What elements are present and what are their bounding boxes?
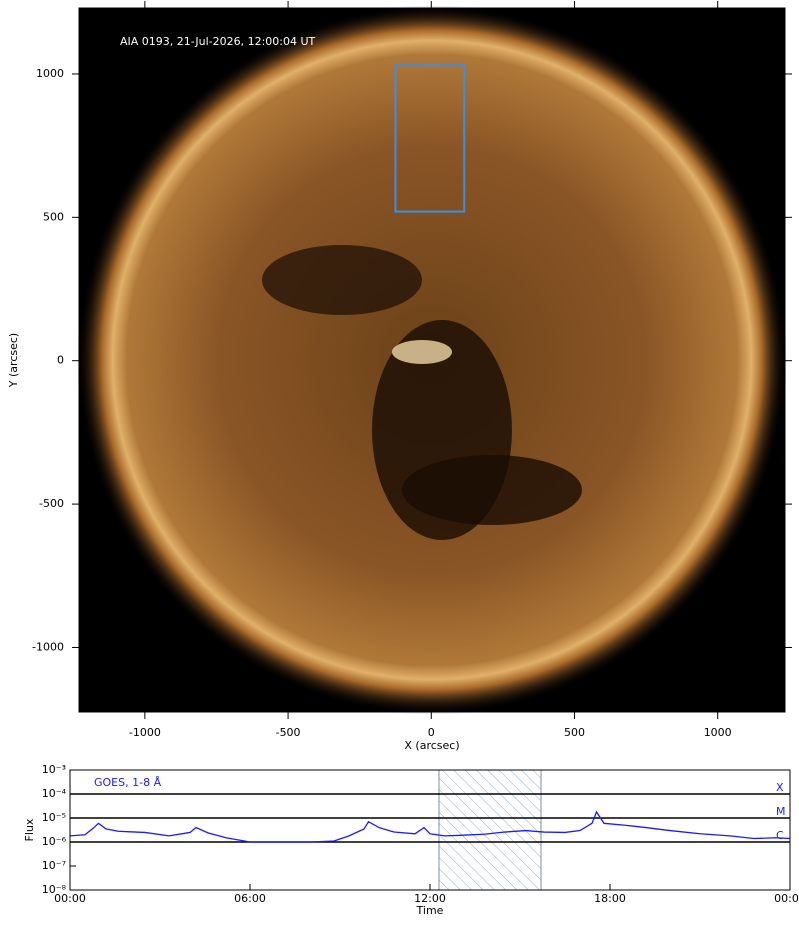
plot-frame: [69, 769, 791, 891]
flux-line: [69, 810, 791, 843]
x-axis-label: X (arcsec): [404, 739, 459, 752]
annotation: AIA 0193, 21-Jul-2026, 12:00:04 UT: [120, 35, 316, 48]
image-frame: [78, 7, 786, 713]
coronal-hole: [402, 455, 582, 525]
y-tick-label: 10⁻⁷: [42, 859, 66, 872]
x-tick-label: 00:00: [774, 892, 799, 905]
x-tick-label: 18:00: [594, 892, 626, 905]
y-tick-label: 0: [57, 354, 64, 367]
class-label: C: [776, 829, 784, 842]
y-axis-label: Y (arcsec): [7, 333, 20, 388]
y-tick-label: 10⁻⁵: [42, 811, 66, 824]
x-tick-label: 500: [564, 726, 585, 739]
y-tick-label: -1000: [32, 640, 64, 653]
legend-entry: GOES, 1-8 Å: [94, 776, 162, 789]
x-tick-label: 12:00: [414, 892, 446, 905]
x-tick-label: -500: [276, 726, 301, 739]
y-axis-label: Flux: [23, 818, 36, 841]
y-tick-label: -500: [39, 497, 64, 510]
active-region: [392, 340, 452, 364]
x-tick-label: 0: [428, 726, 435, 739]
y-tick-label: 10⁻⁶: [42, 835, 67, 848]
y-tick-label: 1000: [36, 67, 64, 80]
x-axis-label: Time: [416, 904, 444, 917]
y-tick-label: 10⁻³: [42, 763, 66, 776]
selection-box: [394, 64, 466, 213]
class-label: X: [776, 781, 784, 794]
y-tick-label: 500: [43, 210, 64, 223]
class-label: M: [776, 805, 786, 818]
coronal-hole: [262, 245, 422, 315]
x-tick-label: 1000: [704, 726, 732, 739]
x-tick-label: -1000: [129, 726, 161, 739]
y-tick-label: 10⁻⁸: [42, 883, 67, 896]
x-tick-label: 06:00: [234, 892, 266, 905]
x-tick-label: 00:00: [54, 892, 86, 905]
y-tick-label: 10⁻⁴: [42, 787, 67, 800]
shaded-interval: [438, 769, 542, 891]
